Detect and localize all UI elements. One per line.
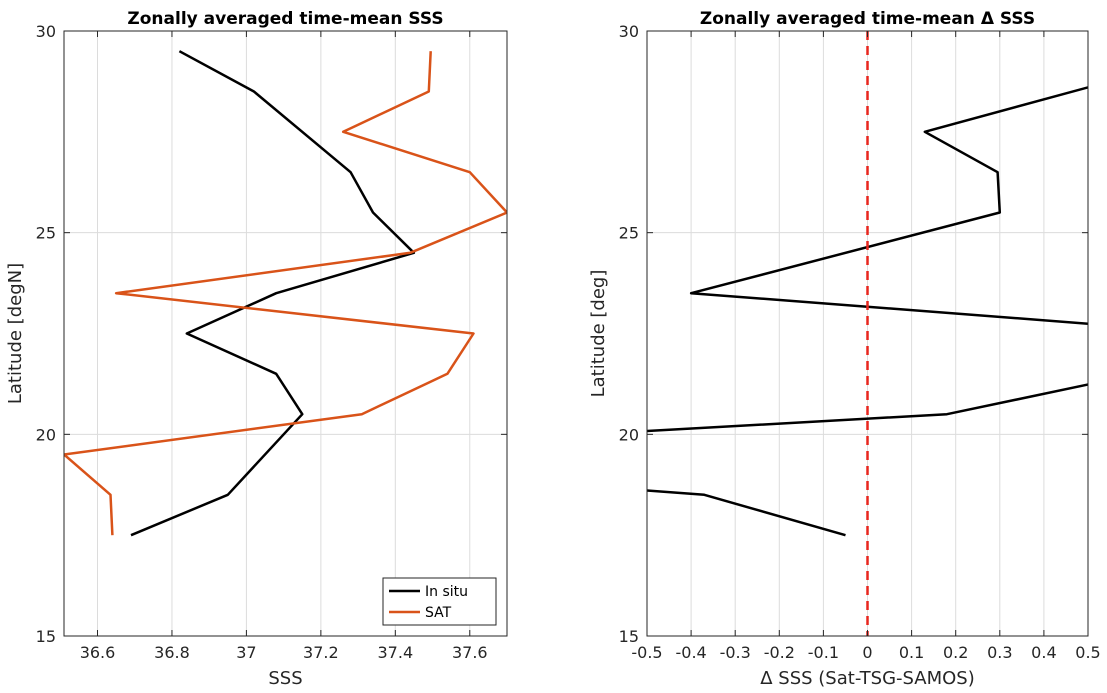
- chart-title-sss: Zonally averaged time-mean SSS: [127, 9, 443, 29]
- x-tick-label: -0.2: [764, 643, 795, 662]
- series-line-0: [647, 86, 1088, 537]
- x-tick-label: 0.2: [943, 643, 968, 662]
- legend-label-in-situ: In situ: [425, 584, 468, 600]
- chart-title-delta-sss: Zonally averaged time-mean Δ SSS: [700, 9, 1035, 29]
- legend: In situ SAT: [382, 577, 497, 626]
- x-axis-label-sss: SSS: [268, 668, 302, 689]
- y-tick-label: 20: [36, 425, 56, 444]
- x-tick-label: 0.1: [899, 643, 924, 662]
- x-tick-label: 0: [862, 643, 872, 662]
- y-tick-label: 30: [36, 22, 56, 41]
- y-tick-label: 25: [36, 224, 56, 243]
- grid-sss: [64, 30, 507, 637]
- x-tick-label: 37.6: [452, 643, 488, 662]
- x-tick-label: -0.1: [808, 643, 839, 662]
- y-tick-label: 15: [619, 627, 639, 646]
- y-tick-label: 25: [619, 224, 639, 243]
- y-tick-label: 30: [619, 22, 639, 41]
- delta-sss-panel: -0.5 -0.4 -0.3 -0.2 -0.1 0 0.1 0.2 0.3 0.4 0.5 15 20…: [588, 9, 1101, 689]
- y-axis-label-sss: Latitude [degN]: [5, 263, 26, 404]
- x-tick-label: 37.2: [303, 643, 339, 662]
- x-tick-label: -0.4: [675, 643, 706, 662]
- x-tick-label: -0.3: [720, 643, 751, 662]
- axes-frame-sss: [63, 30, 508, 637]
- sss-panel: 36.6 36.8 37 37.2 37.4 37.6 15 20 25 30 Zonally a…: [5, 9, 508, 689]
- x-tick-label: 0.5: [1075, 643, 1100, 662]
- x-tick-label: 0.4: [1031, 643, 1056, 662]
- x-axis-label-delta-sss: Δ SSS (Sat-TSG-SAMOS): [760, 668, 975, 689]
- x-tick-label: 36.6: [80, 643, 116, 662]
- x-tick-label: 36.8: [154, 643, 190, 662]
- series-line-0: [130, 50, 416, 537]
- x-tick-label: 37.4: [378, 643, 414, 662]
- ticks-sss: 36.6 36.8 37 37.2 37.4 37.6 15 20 25 30: [36, 22, 507, 662]
- x-tick-label: 0.3: [987, 643, 1012, 662]
- y-axis-label-delta-sss: Latitude [deg]: [588, 270, 609, 398]
- legend-label-sat: SAT: [425, 605, 452, 621]
- x-tick-label: -0.5: [631, 643, 662, 662]
- ticks-delta-sss: -0.5 -0.4 -0.3 -0.2 -0.1 0 0.1 0.2 0.3 0.4 0.5 15 20…: [619, 22, 1101, 662]
- legend-box: [382, 577, 497, 626]
- x-tick-label: 37: [236, 643, 256, 662]
- series-delta-sss: [647, 31, 1088, 636]
- series-sss: [64, 50, 507, 537]
- y-tick-label: 15: [36, 627, 56, 646]
- y-tick-label: 20: [619, 425, 639, 444]
- series-line-1: [64, 51, 507, 536]
